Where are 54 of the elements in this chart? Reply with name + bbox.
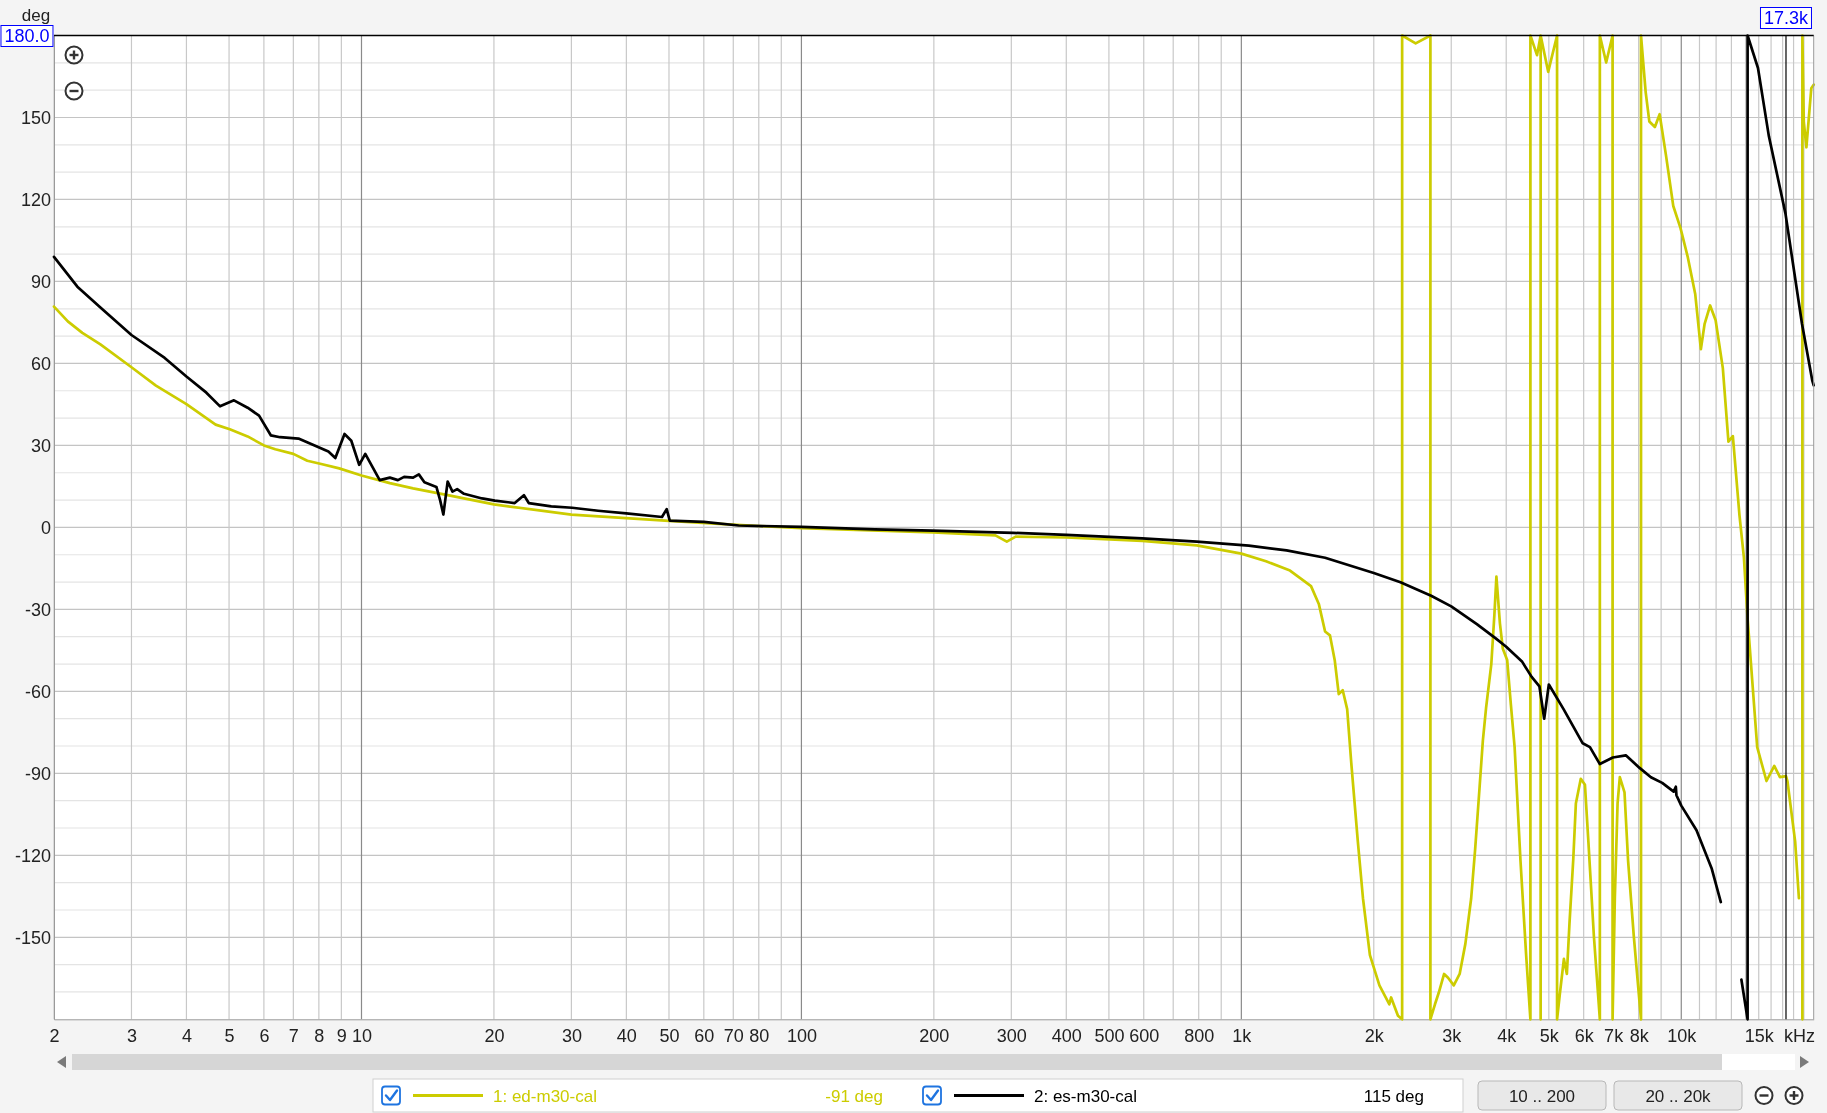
x-tick-label: 3k: [1442, 1026, 1463, 1047]
x-tick-label: 7k: [1604, 1026, 1625, 1047]
button: 20 .. 20k: [1613, 1080, 1743, 1111]
x-tick-label: 9: [336, 1026, 347, 1047]
legend-label: 1: ed-m30-cal: [493, 1086, 597, 1106]
y-tick-label: -60: [24, 681, 51, 702]
x-tick-label: 80: [749, 1026, 770, 1047]
x-tick-label: 8: [314, 1026, 325, 1047]
y-tick-label: 90: [30, 271, 51, 292]
y-tick-label: -30: [24, 599, 51, 620]
x-tick-label: 3: [126, 1026, 137, 1047]
x-tick-label: 300: [996, 1026, 1027, 1047]
y-tick-label: -150: [14, 927, 51, 948]
x-tick-label: 2k: [1364, 1026, 1385, 1047]
x-tick-label: 50: [659, 1026, 680, 1047]
legend-label: 2: es-m30-cal: [1034, 1086, 1137, 1106]
x-tick-label: 200: [919, 1026, 950, 1047]
x-tick-label: 2: [49, 1026, 60, 1047]
x-tick-label: 800: [1184, 1026, 1215, 1047]
x-tick-label: 5k: [1539, 1026, 1560, 1047]
ref-line-label: 180.0: [0, 24, 54, 47]
y-axis-title: deg: [21, 6, 51, 25]
x-tick-label: 600: [1129, 1026, 1160, 1047]
x-tick-label: 8k: [1629, 1026, 1650, 1047]
x-tick-label: 30: [561, 1026, 582, 1047]
x-tick-label: 4k: [1497, 1026, 1518, 1047]
x-tick-label: 10: [351, 1026, 373, 1047]
x-axis-title: kHz: [1784, 1026, 1815, 1047]
x-tick-label: 100: [786, 1026, 817, 1047]
x-tick-label: 60: [694, 1026, 715, 1047]
y-tick-label: 60: [30, 353, 51, 374]
x-tick-label: 5: [224, 1026, 235, 1047]
y-tick-label: -120: [14, 845, 51, 866]
x-tick-label: 70: [723, 1026, 744, 1047]
x-tick-label: 500: [1094, 1026, 1125, 1047]
x-tick-label: 4: [181, 1026, 192, 1047]
x-tick-label: 10k: [1667, 1026, 1698, 1047]
y-tick-label: -90: [24, 763, 51, 784]
y-tick-label: 30: [30, 435, 51, 456]
x-tick-label: 6k: [1574, 1026, 1595, 1047]
ref-line-label: 17.3k: [1759, 7, 1813, 29]
x-tick-label: 6: [259, 1026, 270, 1047]
y-tick-label: 0: [40, 517, 51, 538]
y-tick-label: 120: [20, 189, 51, 210]
y-tick-label: 150: [20, 107, 51, 128]
x-tick-label: 7: [288, 1026, 299, 1047]
x-tick-label: 20: [484, 1026, 505, 1047]
x-tick-label: 1k: [1232, 1026, 1253, 1047]
button: 10 .. 200: [1477, 1080, 1607, 1111]
x-tick-label: 15k: [1744, 1026, 1775, 1047]
x-tick-label: 40: [616, 1026, 637, 1047]
x-tick-label: 400: [1051, 1026, 1082, 1047]
text: 115 deg: [1363, 1086, 1424, 1106]
text: -91 deg: [825, 1086, 883, 1106]
